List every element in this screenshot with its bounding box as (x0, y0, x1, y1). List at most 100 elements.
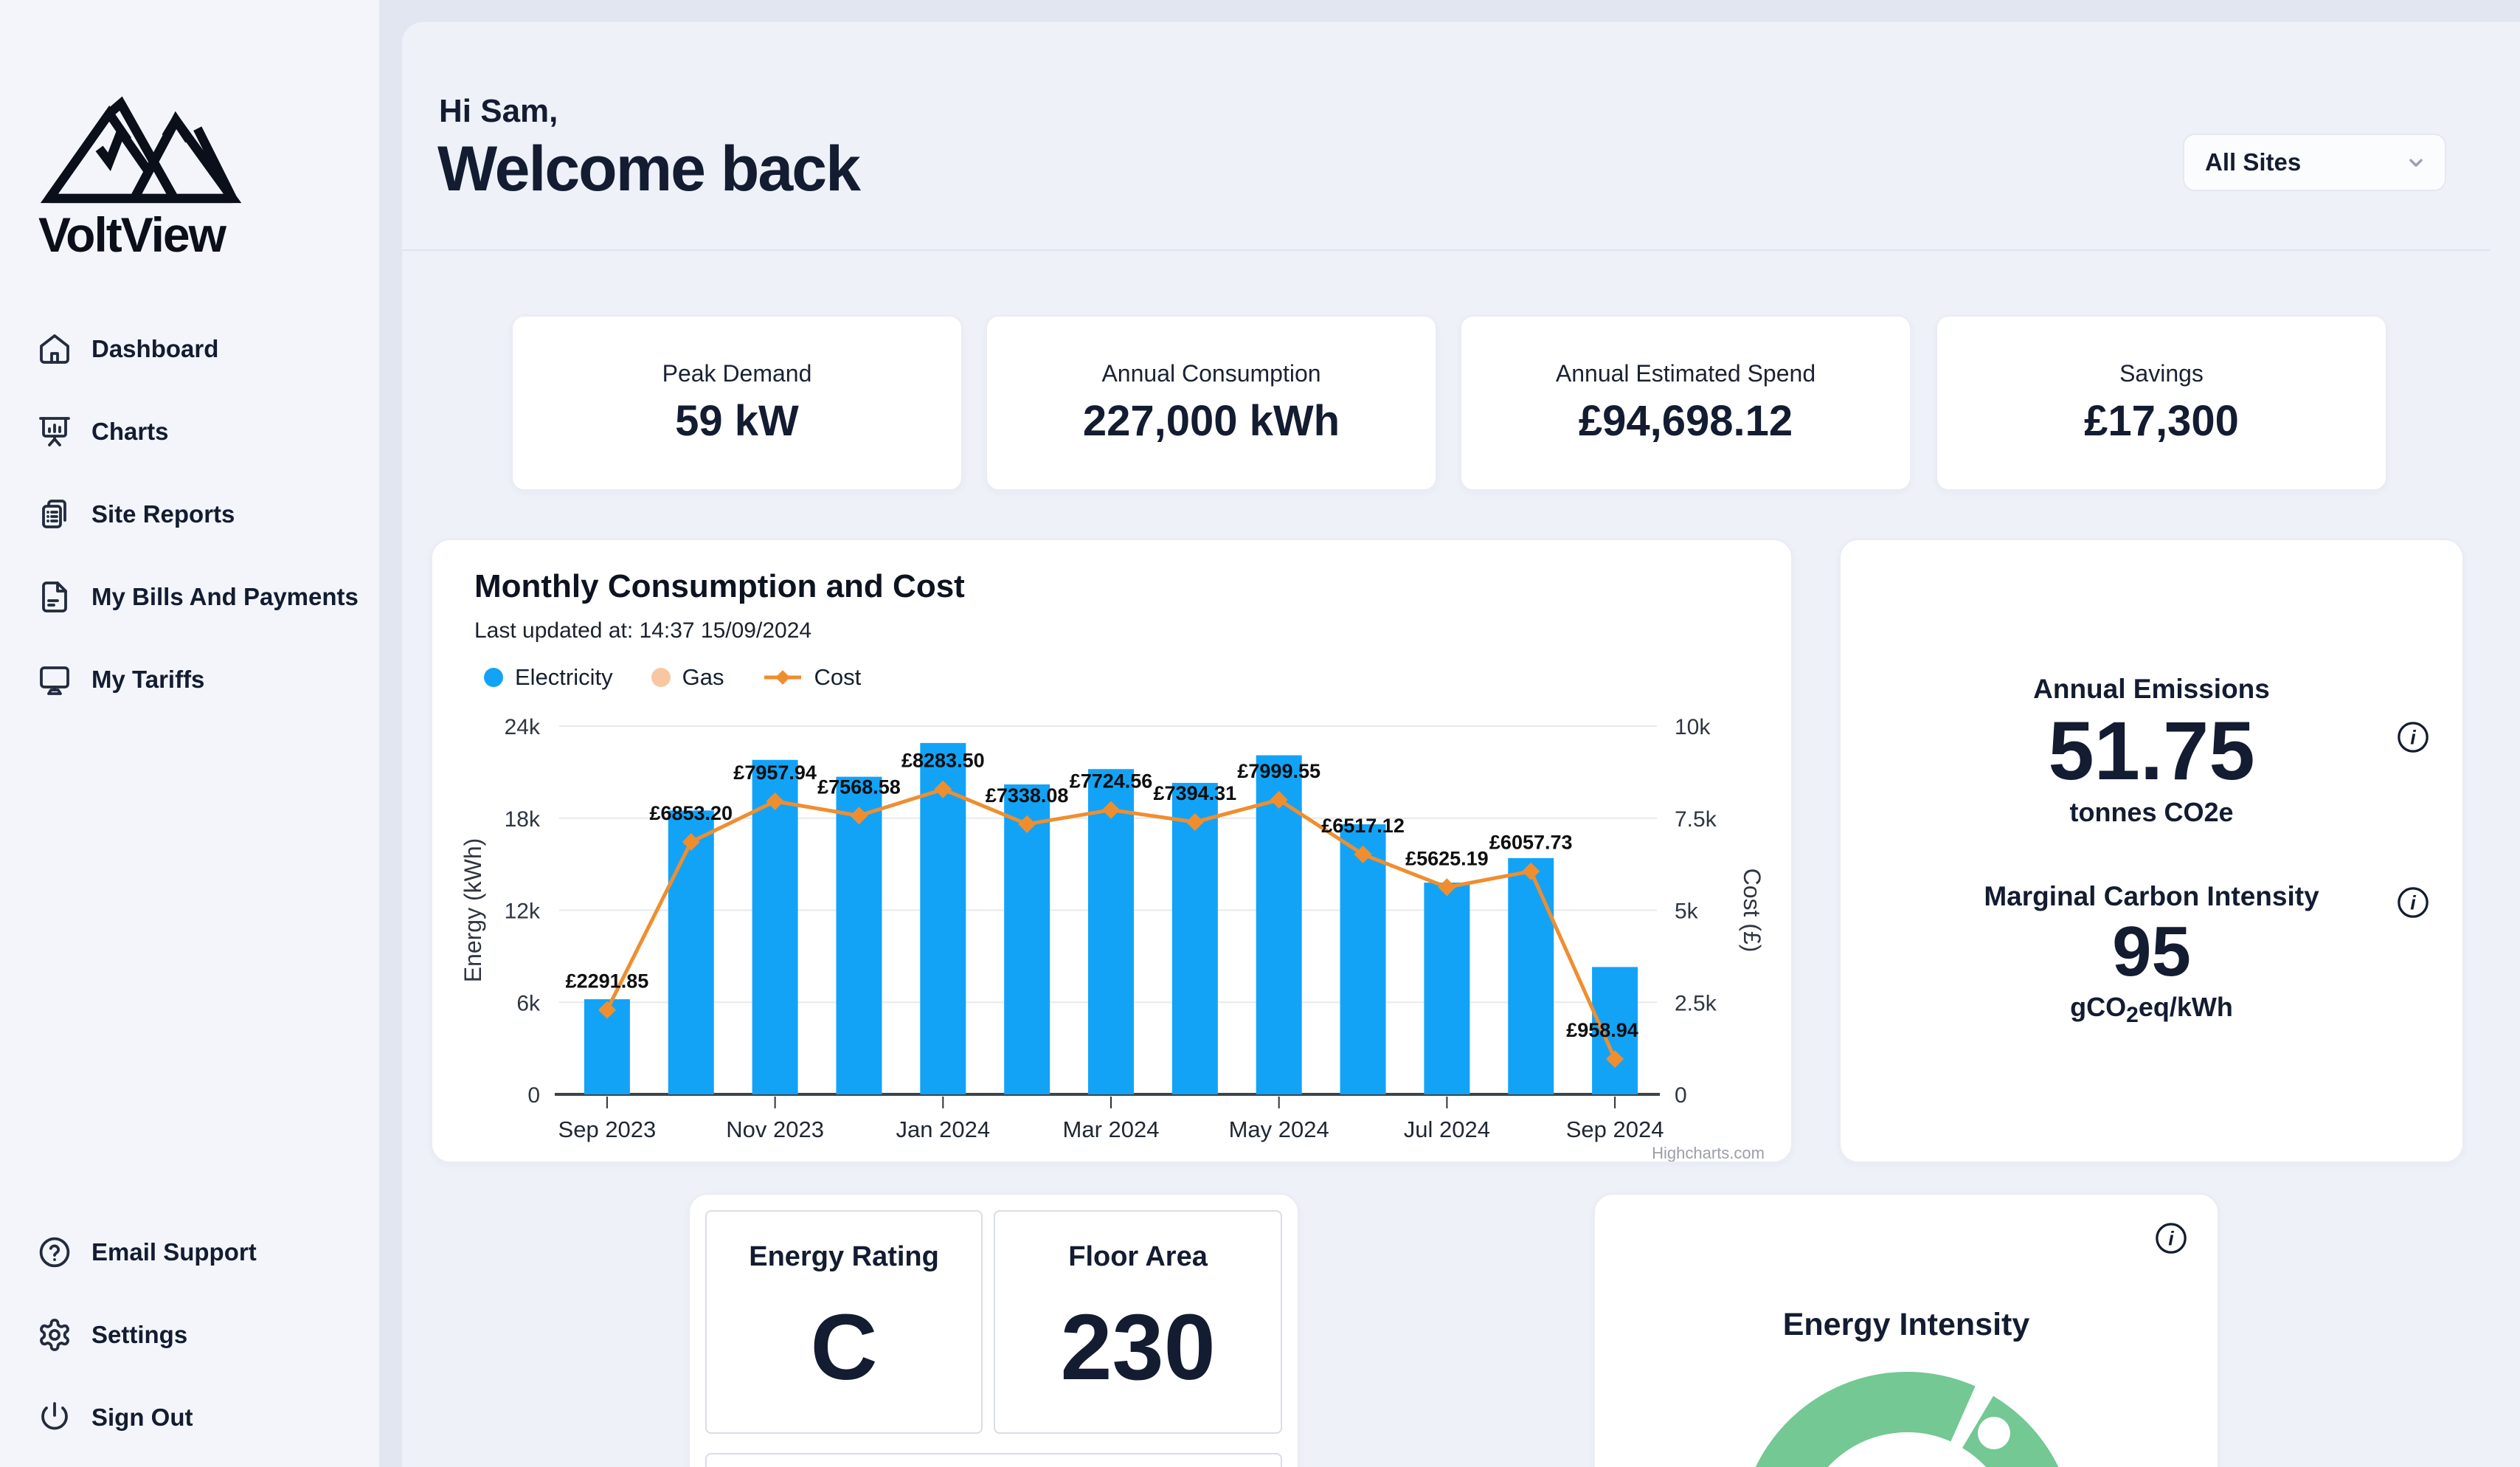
bar-Dec-2023[interactable] (836, 776, 882, 1094)
energy-rating-value: C (810, 1295, 878, 1399)
sidebar-item-label: Site Reports (91, 500, 235, 528)
legend-item-electricity[interactable]: Electricity (484, 664, 613, 691)
cost-data-label: £7999.55 (1237, 760, 1320, 782)
x-axis-label: Mar 2024 (1063, 1116, 1160, 1142)
chart-legend: Electricity Gas Cost (484, 664, 861, 691)
consumption-cost-chart-card: Monthly Consumption and Cost Last update… (431, 539, 1793, 1163)
stat-value: £17,300 (2084, 397, 2239, 445)
cost-point-Apr-2024[interactable] (1185, 813, 1204, 832)
bar-Jun-2024[interactable] (1340, 824, 1386, 1094)
y-axis-tick-label: 24k (505, 715, 541, 739)
sidebar-item-label: Dashboard (91, 335, 219, 362)
sidebar-item-label: My Tariffs (91, 666, 205, 693)
bar-Apr-2024[interactable] (1171, 782, 1218, 1094)
stat-card-savings: Savings £17,300 (1936, 315, 2387, 491)
cost-data-label: £7338.08 (986, 784, 1069, 807)
sidebar-item-email-support[interactable]: Email Support (0, 1226, 379, 1278)
y-axis-tick-label: 18k (505, 807, 541, 832)
score-card: Score (705, 1453, 1282, 1467)
y2-axis-tick-label: 2.5k (1675, 991, 1717, 1015)
stat-label: Savings (2119, 360, 2204, 387)
y-axis-tick-label: 6k (516, 991, 541, 1015)
cost-point-May-2024[interactable] (1270, 790, 1288, 809)
sidebar-item-charts[interactable]: Charts (0, 406, 379, 458)
header-divider (402, 249, 2490, 251)
x-axis-label: Sep 2023 (558, 1116, 657, 1142)
sidebar-item-dashboard[interactable]: Dashboard (0, 323, 379, 375)
stat-label: Annual Consumption (1101, 360, 1321, 387)
floor-area-card: Floor Area 230 (994, 1210, 1282, 1434)
annual-emissions-label: Annual Emissions (2033, 673, 2270, 704)
bar-Sep-2024[interactable] (1592, 967, 1638, 1094)
site-selector-dropdown[interactable]: All Sites (2183, 134, 2446, 191)
sidebar-item-label: Email Support (91, 1238, 257, 1266)
gauge-arc-segment (1755, 1371, 1976, 1467)
cost-data-label: £2291.85 (566, 970, 649, 993)
stat-label: Annual Estimated Spend (1555, 360, 1816, 387)
cost-data-label: £7568.58 (817, 776, 901, 798)
cost-point-Jun-2024[interactable] (1354, 845, 1372, 863)
cost-point-Dec-2023[interactable] (850, 807, 868, 825)
cost-data-label: £7394.31 (1154, 782, 1237, 804)
legend-item-cost[interactable]: Cost (763, 664, 862, 691)
brand-name: VoltView (38, 207, 226, 262)
sidebar-item-tariffs[interactable]: My Tariffs (0, 654, 379, 705)
x-axis-label: Jul 2024 (1404, 1116, 1490, 1142)
stat-label: Peak Demand (662, 360, 812, 387)
svg-text:i: i (2410, 727, 2416, 749)
y-axis-title: Energy (kWh) (460, 838, 486, 983)
carbon-intensity-unit: gCO2eq/kWh (2070, 991, 2233, 1028)
cost-data-label: £6853.20 (649, 802, 733, 824)
legend-label: Cost (814, 664, 862, 690)
cost-point-Mar-2024[interactable] (1101, 801, 1121, 819)
bar-Jul-2024[interactable] (1424, 883, 1470, 1094)
chart-title: Monthly Consumption and Cost (474, 568, 965, 604)
stat-value: 59 kW (675, 397, 799, 445)
stat-value: £94,698.12 (1578, 397, 1793, 445)
greeting-text: Hi Sam, (439, 93, 558, 129)
legend-item-gas[interactable]: Gas (651, 664, 724, 691)
y2-axis-tick-label: 0 (1675, 1083, 1687, 1108)
bar-Oct-2023[interactable] (668, 810, 714, 1094)
cost-data-label: £6517.12 (1321, 815, 1405, 837)
cost-legend-marker-icon (764, 670, 801, 685)
bar-Feb-2024[interactable] (1004, 784, 1050, 1094)
svg-text:i: i (2168, 1228, 2174, 1250)
bar-Jan-2024[interactable] (920, 742, 966, 1094)
sidebar-item-label: Charts (91, 418, 169, 445)
consumption-cost-chart: 0 6k 12k 18k 24k 0 2.5k 5k 7.5k 10k £2291.85 £6853.… (460, 715, 1765, 1162)
gear-icon (37, 1317, 72, 1353)
bar-Mar-2024[interactable] (1088, 769, 1134, 1094)
x-axis-label: Jan 2024 (896, 1116, 991, 1142)
y-axis-tick-label: 12k (505, 900, 541, 924)
bar-Aug-2024[interactable] (1508, 857, 1554, 1094)
stat-value: 227,000 kWh (1082, 397, 1340, 445)
site-info-grid: Energy Rating C Floor Area 230 (705, 1210, 1282, 1434)
chevron-down-icon (2409, 159, 2423, 167)
sidebar-item-sign-out[interactable]: Sign Out (0, 1392, 379, 1443)
gauge-marker-dot (1978, 1417, 2010, 1449)
info-icon[interactable]: i (2396, 886, 2430, 919)
chart-credit: Highcharts.com (1652, 1144, 1765, 1162)
y2-axis-tick-label: 7.5k (1675, 807, 1717, 832)
cost-data-label: £958.94 (1566, 1019, 1638, 1041)
info-icon[interactable]: i (2396, 720, 2430, 754)
monitor-icon (37, 662, 72, 697)
sidebar: VoltView Dashboard Charts Site Reports M… (0, 0, 379, 1467)
info-icon[interactable]: i (2154, 1221, 2188, 1255)
report-clipboard-icon (37, 497, 72, 532)
stat-card-peak-demand: Peak Demand 59 kW (511, 315, 963, 491)
sidebar-item-settings[interactable]: Settings (0, 1309, 379, 1361)
site-selector-value: All Sites (2205, 148, 2302, 176)
stat-card-annual-consumption: Annual Consumption 227,000 kWh (986, 315, 1437, 491)
legend-label: Gas (682, 664, 724, 690)
help-question-icon (37, 1235, 72, 1270)
stat-card-annual-spend: Annual Estimated Spend £94,698.12 (1460, 315, 1911, 491)
energy-rating-card: Energy Rating C (705, 1210, 983, 1434)
bar-Nov-2023[interactable] (752, 759, 798, 1094)
sidebar-item-site-reports[interactable]: Site Reports (0, 489, 379, 540)
sidebar-item-bills-payments[interactable]: My Bills And Payments (0, 571, 379, 623)
mountains-logo-icon (40, 96, 242, 204)
main-panel: Hi Sam, Welcome back All Sites Peak Dema… (402, 22, 2520, 1467)
